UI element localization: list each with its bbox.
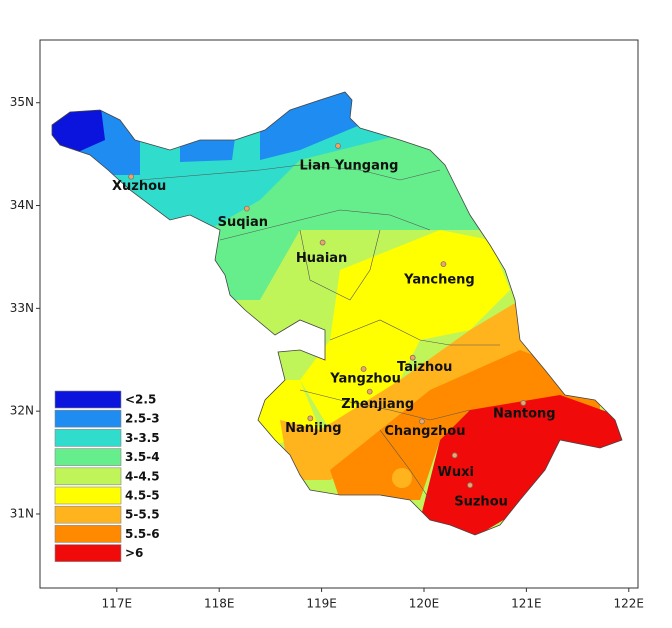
y-tick-label: 31N (10, 506, 34, 520)
legend-label: 4-4.5 (125, 469, 160, 483)
legend-swatch (54, 525, 122, 543)
legend-label: 3.5-4 (125, 450, 160, 464)
y-tick-label: 33N (10, 301, 34, 315)
city-label: Yancheng (403, 273, 475, 288)
city-dot (243, 205, 250, 212)
legend-swatch (54, 448, 122, 466)
x-tick-label: 120E (409, 597, 440, 611)
city-label: Suqian (218, 215, 268, 230)
y-tick-label: 35N (10, 95, 34, 109)
legend-swatch (54, 429, 122, 447)
legend-swatch (54, 486, 122, 505)
legend-label: 5-5.5 (125, 508, 160, 522)
city-label: Taizhou (397, 360, 452, 375)
city-dot (360, 366, 367, 372)
city-label: Lian Yungang (300, 158, 399, 173)
city-label: Changzhou (384, 424, 465, 439)
city-label: Wuxi (437, 465, 473, 480)
legend-label: <2.5 (125, 393, 156, 407)
county-borders (139, 164, 500, 501)
city-label: Yangzhou (329, 372, 401, 387)
y-tick-label: 32N (10, 404, 34, 418)
x-tick-label: 121E (511, 597, 542, 611)
city-dot (307, 415, 314, 422)
legend-label: 4.5-5 (125, 489, 160, 503)
y-tick-label: 34N (10, 198, 34, 212)
city-label: Xuzhou (112, 179, 166, 194)
x-tick-label: 119E (306, 597, 337, 611)
city-dot (520, 400, 527, 406)
city-dot (451, 452, 458, 459)
legend-swatch (54, 409, 122, 428)
legend-swatch (54, 467, 122, 486)
x-tick-label: 122E (614, 597, 645, 611)
city-dot (467, 482, 473, 489)
x-tick-label: 118E (204, 597, 235, 611)
city-label: Nantong (493, 406, 556, 421)
legend-swatch (54, 390, 122, 409)
legend-label: 5.5-6 (125, 527, 160, 541)
city-dot (128, 173, 135, 180)
legend-swatch (54, 505, 122, 524)
x-tick-label: 117E (102, 597, 133, 611)
city-dot (319, 239, 326, 246)
city-label: Zhenjiang (341, 397, 414, 412)
legend-swatch (54, 544, 122, 562)
legend-label: >6 (125, 546, 143, 560)
city-label: Huaian (296, 251, 347, 266)
city-dot (419, 418, 425, 425)
city-dot (409, 354, 416, 361)
legend-label: 2.5-3 (125, 412, 160, 426)
legend-label: 3-3.5 (125, 431, 160, 445)
province-outline (51, 91, 623, 536)
city-dot (440, 261, 447, 268)
city-label: Nanjing (285, 421, 341, 436)
city-dot (335, 142, 341, 149)
city-dot (366, 388, 373, 395)
city-label: Suzhou (454, 495, 508, 510)
